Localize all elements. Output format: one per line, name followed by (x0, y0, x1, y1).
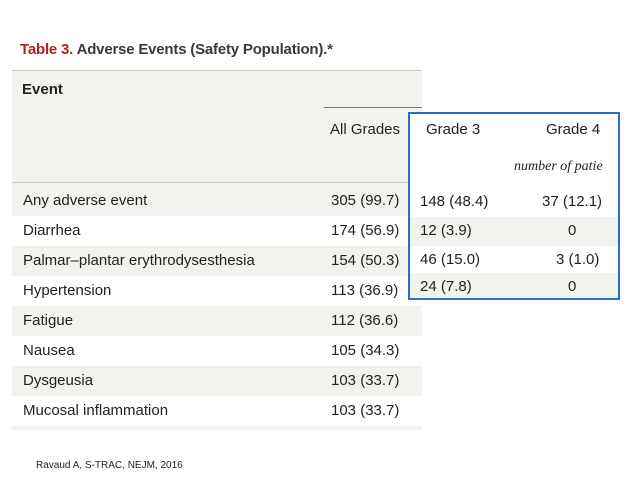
table-row: Palmar–plantar erythrodysesthesia 154 (5… (12, 246, 422, 276)
header-bottom-rule (12, 182, 422, 183)
grade4-value: 0 (568, 278, 577, 295)
table-row: Any adverse event 305 (99.7) (12, 186, 422, 216)
all-grades-value: 113 (36.9) (331, 282, 399, 299)
grade4-header: Grade 4 (546, 121, 601, 138)
all-grades-value: 103 (33.7) (331, 372, 400, 389)
grade4-value: 3 (1.0) (556, 251, 600, 268)
event-column-header: Event (22, 81, 63, 98)
all-grades-value: 305 (99.7) (331, 192, 400, 209)
event-name: Mucosal inflammation (23, 402, 169, 419)
table-label: Table 3. (20, 41, 74, 58)
all-grades-value: 105 (34.3) (331, 342, 400, 359)
table-title: Table 3. Adverse Events (Safety Populati… (20, 41, 333, 58)
table-row: Hypertension 113 (36.9) (12, 276, 422, 306)
grade-row: 46 (15.0) 3 (1.0) (410, 246, 618, 275)
table-row: Dysgeusia 103 (33.7) (12, 366, 422, 396)
grade4-value: 37 (12.1) (542, 193, 603, 210)
grade-row: 12 (3.9) 0 (410, 217, 618, 246)
grade-row: 24 (7.8) 0 (410, 273, 618, 298)
grade-highlight-box: Grade 3 Grade 4 number of patie 148 (48.… (408, 112, 620, 300)
event-name: Any adverse event (23, 192, 148, 209)
table-row: Mucosal inflammation 103 (33.7) (12, 396, 422, 426)
citation: Ravaud A, S-TRAC, NEJM, 2016 (36, 460, 183, 471)
event-name: Palmar–plantar erythrodysesthesia (23, 252, 255, 269)
event-name: Hypertension (23, 282, 112, 299)
table-row: Diarrhea 174 (56.9) (12, 216, 422, 246)
all-grades-value: 154 (50.3) (331, 252, 400, 269)
grade3-value: 46 (15.0) (420, 251, 481, 268)
grade-row: 148 (48.4) 37 (12.1) (410, 188, 618, 217)
header-rule (324, 107, 422, 108)
all-grades-header: All Grades (330, 121, 401, 138)
grade3-value: 12 (3.9) (420, 222, 472, 239)
adverse-events-table: Table 3. Adverse Events (Safety Populati… (12, 30, 422, 430)
all-grades-value: 103 (33.7) (331, 402, 400, 419)
event-name: Nausea (23, 342, 75, 359)
unit-label: number of patie (514, 159, 603, 174)
grade3-value: 24 (7.8) (420, 278, 472, 295)
grade3-header: Grade 3 (426, 121, 481, 138)
event-name: Diarrhea (23, 222, 81, 239)
table-row: Nausea 105 (34.3) (12, 336, 422, 366)
grade3-value: 148 (48.4) (420, 193, 489, 210)
grade4-value: 0 (568, 222, 577, 239)
all-grades-value: 174 (56.9) (331, 222, 400, 239)
event-name: Dysgeusia (23, 372, 94, 389)
all-grades-value: 112 (36.6) (331, 312, 399, 329)
table-row: Fatigue 112 (36.6) (12, 306, 422, 336)
table-title-text: Adverse Events (Safety Population).* (76, 41, 333, 58)
event-name: Fatigue (23, 312, 74, 329)
table-title-bar: Table 3. Adverse Events (Safety Populati… (12, 30, 422, 71)
